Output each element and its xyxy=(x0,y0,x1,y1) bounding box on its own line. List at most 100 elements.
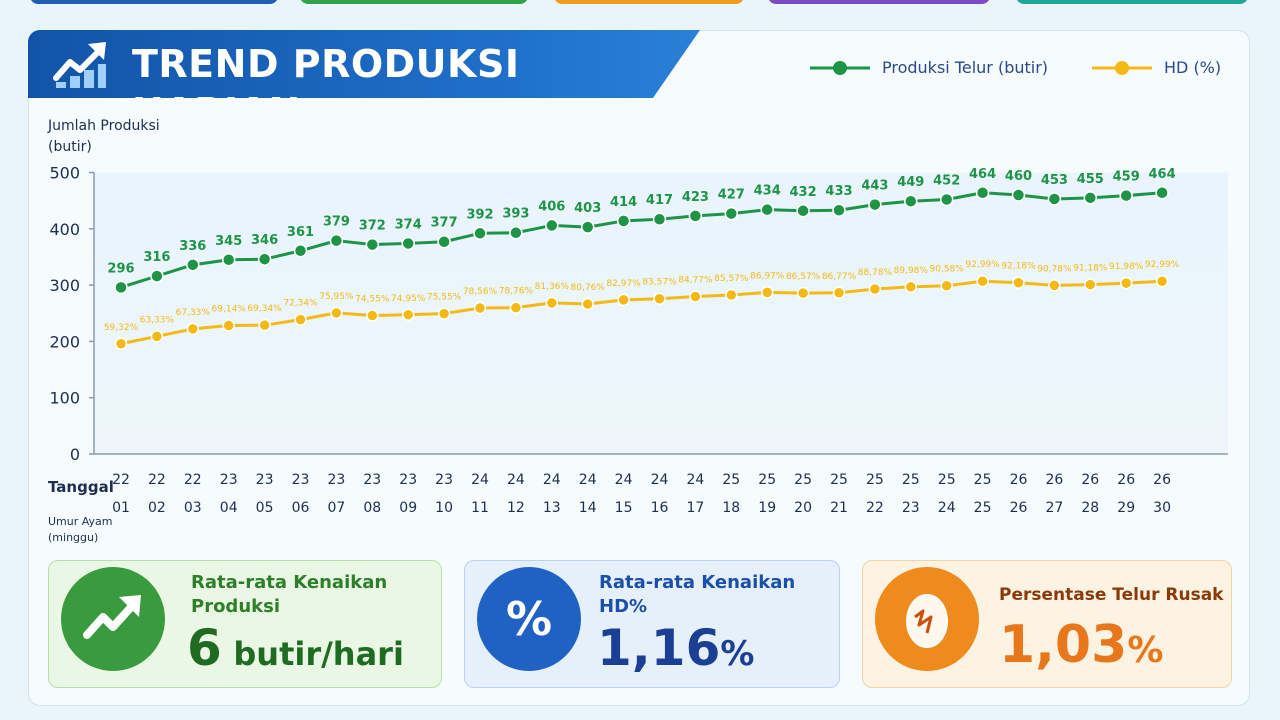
hd-data-label: 82,97% xyxy=(606,279,641,289)
hd-data-label: 92,18% xyxy=(1001,262,1036,272)
card1-value-unit: butir/hari xyxy=(233,635,404,673)
production-point xyxy=(473,226,487,241)
x-tick-label-row1: 22 xyxy=(148,472,166,488)
x-tick-label-row1: 26 xyxy=(1010,472,1028,488)
card3-value-unit: % xyxy=(1127,630,1164,671)
card1-icon-circle xyxy=(61,567,165,671)
hd-data-label: 78,76% xyxy=(499,287,534,297)
production-data-label: 346 xyxy=(251,233,278,248)
production-point xyxy=(401,236,415,251)
production-point xyxy=(724,206,739,221)
x-tick-label-row1: 22 xyxy=(112,472,130,488)
percent-icon: % xyxy=(505,592,553,646)
top-tab-teal xyxy=(1016,0,1248,4)
x-tick-label-row2: 17 xyxy=(686,500,704,516)
production-point xyxy=(150,269,164,283)
hd-data-label: 75,55% xyxy=(427,293,462,303)
production-point xyxy=(688,209,703,223)
production-data-label: 449 xyxy=(897,175,924,190)
x-tick-label-row2: 24 xyxy=(938,500,956,516)
production-point xyxy=(832,203,846,217)
hd-data-label: 90,58% xyxy=(930,265,965,275)
hd-point xyxy=(1012,276,1025,289)
y-tick-label: 100 xyxy=(49,389,80,408)
x-tick-label-row2: 09 xyxy=(399,500,417,516)
production-data-label: 374 xyxy=(395,217,422,232)
card3-label: Persentase Telur Rusak xyxy=(999,585,1224,605)
card1-label: Rata-rata Kenaikan Produksi xyxy=(191,571,387,619)
production-data-label: 336 xyxy=(179,239,206,254)
production-data-label: 455 xyxy=(1077,172,1104,187)
production-data-label: 379 xyxy=(323,215,350,230)
card2-label-line2: HD% xyxy=(599,596,648,617)
production-point xyxy=(257,252,272,266)
production-data-label: 345 xyxy=(215,234,242,249)
top-tab-purple xyxy=(768,0,990,4)
x-tick-label-row1: 25 xyxy=(938,472,956,488)
hd-data-label: 84,77% xyxy=(678,276,713,286)
hd-data-label: 59,32% xyxy=(104,323,139,333)
production-data-label: 393 xyxy=(502,207,529,222)
x-tick-label-row1: 25 xyxy=(830,472,848,488)
hd-data-label: 67,33% xyxy=(176,308,211,318)
hd-data-label: 85,57% xyxy=(714,274,749,284)
hd-data-label: 80,76% xyxy=(571,283,606,293)
hd-data-label: 86,97% xyxy=(750,271,785,281)
hd-point xyxy=(617,293,630,307)
production-data-label: 316 xyxy=(143,250,170,265)
hd-point xyxy=(545,296,559,310)
y-tick-label: 200 xyxy=(49,332,80,351)
x-tick-label-row2: 16 xyxy=(651,500,669,516)
x-tick-label-row2: 15 xyxy=(615,500,633,516)
x-tick-label-row1: 24 xyxy=(651,472,669,488)
x-tick-label-row2: 19 xyxy=(758,500,776,516)
production-point xyxy=(652,212,667,226)
hd-data-label: 69,34% xyxy=(247,304,282,314)
card-production-increase: Rata-rata Kenaikan Produksi 6 butir/hari xyxy=(48,560,442,688)
hd-point xyxy=(760,286,774,299)
x-tick-label-row2: 02 xyxy=(148,500,166,516)
x-tick-label-row2: 22 xyxy=(866,500,884,516)
hd-point xyxy=(186,322,200,336)
production-data-label: 377 xyxy=(431,216,458,231)
card2-value-unit: % xyxy=(720,634,755,674)
production-data-label: 403 xyxy=(574,201,601,216)
y-axis-title: Jumlah Produksi (butir) xyxy=(48,116,160,158)
hd-point xyxy=(581,297,594,311)
hd-data-label: 83,57% xyxy=(642,278,677,288)
y-tick-label: 500 xyxy=(49,164,80,183)
x-tick-label-row1: 24 xyxy=(579,472,597,488)
production-point xyxy=(329,233,344,248)
x-tick-label-row1: 23 xyxy=(220,472,238,488)
card1-value-number: 6 xyxy=(187,619,222,677)
production-point xyxy=(186,258,200,272)
card2-icon-circle: % xyxy=(477,567,581,671)
hd-data-label: 74,55% xyxy=(355,294,390,304)
legend-yellow-marker xyxy=(1092,60,1152,75)
hd-data-label: 63,33% xyxy=(140,315,175,325)
production-data-label: 453 xyxy=(1041,173,1068,188)
production-point xyxy=(868,197,882,212)
hd-point xyxy=(222,319,235,332)
production-point xyxy=(509,225,523,240)
card1-label-line1: Rata-rata Kenaikan xyxy=(191,572,388,593)
hd-data-label: 92,99% xyxy=(1145,260,1180,270)
production-point xyxy=(365,237,380,252)
production-data-label: 432 xyxy=(790,185,817,200)
production-data-label: 452 xyxy=(933,174,960,189)
hd-point xyxy=(294,313,307,326)
x-tick-label-row2: 05 xyxy=(256,500,274,516)
page-title: TREND PRODUKSI HARIAN xyxy=(132,42,520,98)
x-tick-label-row2: 12 xyxy=(507,500,525,516)
production-data-label: 296 xyxy=(107,261,134,276)
production-point xyxy=(1119,188,1133,203)
x-tick-label-row1: 25 xyxy=(758,472,776,488)
production-point xyxy=(221,253,236,267)
production-point xyxy=(939,192,954,207)
card-hd-increase: % Rata-rata Kenaikan HD% 1,16% xyxy=(464,560,840,688)
x-tick-label-row1: 26 xyxy=(1153,472,1171,488)
hd-point xyxy=(150,330,164,343)
x-tick-label-row2: 30 xyxy=(1153,500,1171,516)
hd-point xyxy=(832,286,846,300)
